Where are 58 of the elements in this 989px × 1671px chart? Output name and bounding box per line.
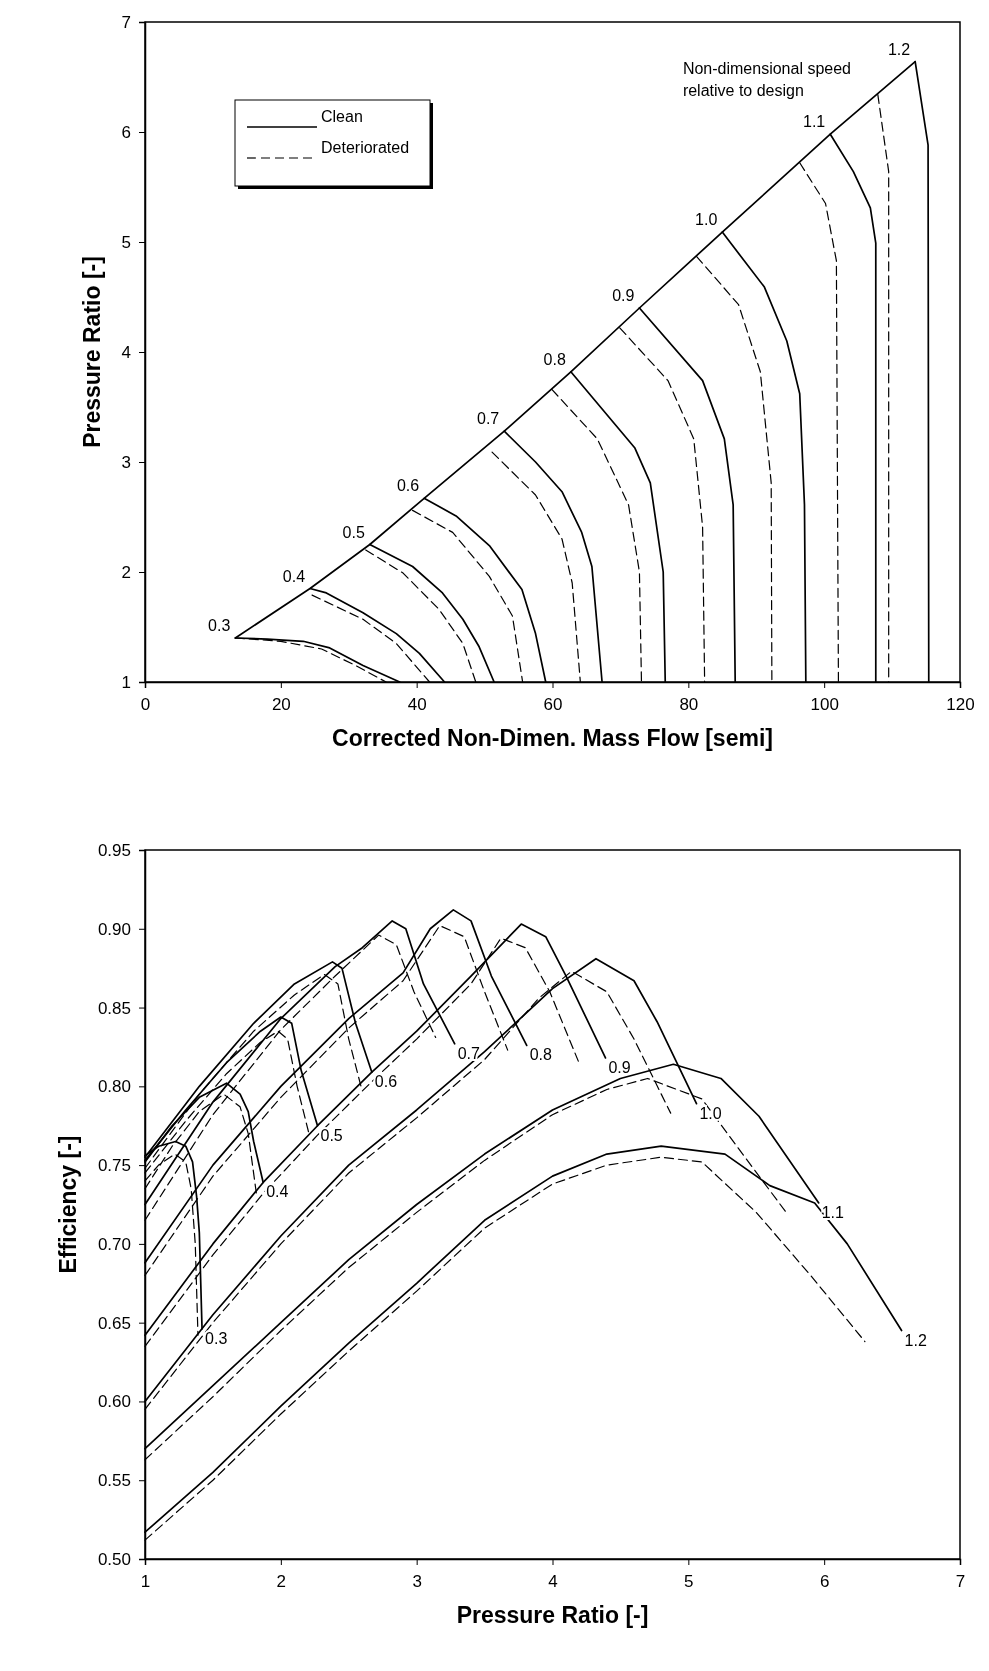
annotation: 0.3 (205, 1329, 228, 1347)
x-tick-label: 0 (140, 695, 151, 715)
y-tick-label: 0.60 (97, 1392, 131, 1412)
annotation: 1.2 (904, 1331, 927, 1349)
y-tick-label: 7 (121, 12, 131, 32)
y-tick-label: 4 (121, 342, 131, 362)
y-tick-label: 2 (121, 562, 131, 582)
y-tick-label: 0.80 (97, 1077, 131, 1097)
y-tick-label: 0.65 (97, 1313, 131, 1333)
legend-label: Deteriorated (321, 139, 410, 156)
annotation: 0.7 (457, 1044, 481, 1062)
y-tick-label: 0.85 (97, 998, 131, 1018)
annotation: 0.7 (477, 410, 500, 428)
y-axis-title: Pressure Ratio [-] (78, 256, 105, 448)
annotation: 0.3 (208, 617, 231, 634)
x-tick-label: 2 (276, 1572, 287, 1592)
x-tick-label: 3 (412, 1572, 422, 1592)
annotation: 0.6 (396, 477, 420, 495)
annotation: 1.1 (821, 1203, 845, 1221)
x-axis-title: Pressure Ratio [-] (456, 1602, 649, 1628)
legend-label: Clean (321, 108, 363, 125)
x-tick-label: 4 (548, 1572, 558, 1592)
x-tick-label: 100 (810, 695, 839, 715)
x-tick-label: 1 (140, 1572, 151, 1592)
y-tick-label: 6 (121, 122, 131, 142)
annotation: 0.5 (320, 1126, 343, 1144)
annotation: 0.8 (543, 350, 566, 368)
annotation: 1.0 (699, 1104, 722, 1122)
y-tick-label: 0.55 (97, 1471, 131, 1491)
annotation: 0.5 (342, 523, 365, 541)
annotation: 0.9 (612, 287, 635, 304)
annotation: 1.2 (887, 40, 911, 58)
annotation: 0.4 (282, 567, 306, 585)
annotation: 0.8 (529, 1046, 553, 1064)
x-tick-label: 7 (955, 1572, 966, 1592)
x-tick-label: 80 (679, 695, 699, 715)
y-axis-title: Efficiency [-] (54, 1135, 81, 1274)
x-tick-label: 5 (684, 1572, 694, 1592)
y-tick-label: 0.75 (97, 1156, 131, 1176)
x-tick-label: 6 (819, 1572, 830, 1592)
x-tick-label: 20 (271, 695, 291, 715)
annotation: 1.0 (695, 211, 718, 229)
y-tick-label: 0.95 (97, 840, 131, 860)
y-tick-label: 0.70 (97, 1234, 131, 1254)
annotation: 0.4 (266, 1183, 289, 1201)
x-axis-title: Corrected Non-Dimen. Mass Flow [semi] (332, 725, 773, 751)
x-tick-label: 120 (946, 695, 975, 715)
y-tick-label: 3 (121, 452, 131, 472)
y-tick-label: 0.90 (97, 919, 131, 939)
y-tick-label: 1 (121, 672, 131, 692)
annotation: Non-dimensional speed relative to design (682, 60, 852, 99)
y-tick-label: 0.50 (97, 1549, 131, 1569)
annotation: 0.6 (374, 1073, 398, 1091)
annotation: 0.9 (608, 1058, 631, 1076)
annotation: 1.1 (803, 113, 826, 131)
x-tick-label: 60 (543, 695, 563, 715)
y-tick-label: 5 (121, 232, 131, 252)
x-tick-label: 40 (407, 695, 427, 715)
